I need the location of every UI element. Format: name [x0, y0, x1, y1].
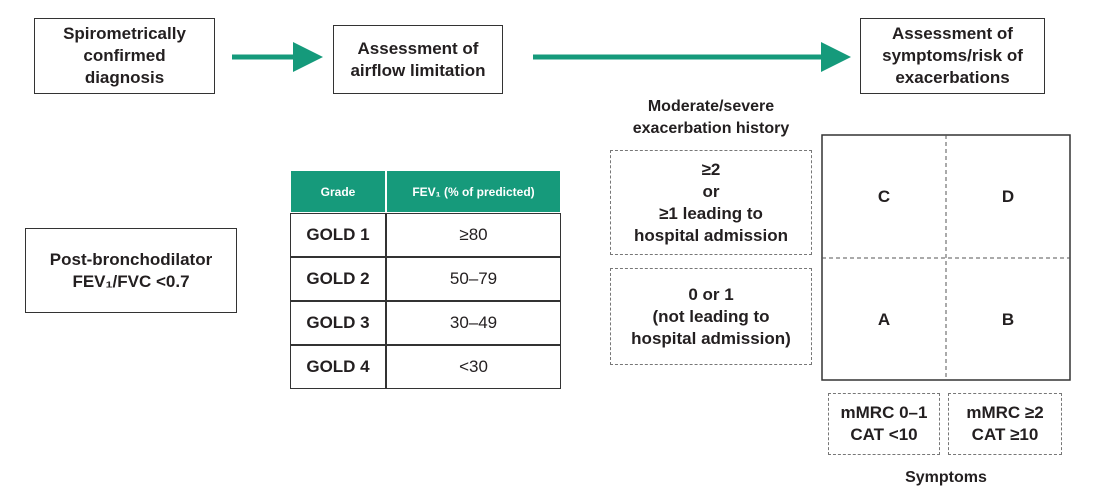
text-line: or: [702, 181, 720, 201]
grade-cell: GOLD 4: [290, 345, 386, 389]
fev-cell: 30–49: [386, 301, 561, 345]
text-line: FEV₁/FVC <0.7: [72, 271, 190, 291]
text-line: hospital admission: [634, 225, 788, 245]
fev-cell: ≥80: [386, 213, 561, 257]
text-line: hospital admission): [631, 328, 791, 348]
symptom-option: mMRC ≥2 CAT ≥10: [948, 393, 1062, 455]
text-line: diagnosis: [84, 68, 165, 87]
text-line: Assessment of: [892, 24, 1013, 43]
fev-cell: 50–79: [386, 257, 561, 301]
text-line: mMRC ≥2: [966, 403, 1044, 422]
exacerbation-option: 0 or 1 (not leading to hospital admission): [610, 268, 812, 365]
grade-cell: GOLD 3: [290, 301, 386, 345]
symptoms-title: Symptoms: [905, 469, 987, 486]
grade-cell: GOLD 2: [290, 257, 386, 301]
exacerbation-title: Moderate/severe exacerbation history: [600, 92, 822, 144]
criterion-box: Post-bronchodilator FEV₁/FVC <0.7: [25, 228, 237, 313]
group-cell: B: [1001, 309, 1015, 329]
symptom-option: mMRC 0–1 CAT <10: [828, 393, 940, 455]
text-line: mMRC 0–1: [840, 403, 928, 422]
step-box: Spirometrically confirmed diagnosis: [34, 18, 215, 94]
text-line: (not leading to: [652, 306, 770, 326]
step-box: Assessment of symptoms/risk of exacerbatio…: [860, 18, 1045, 94]
fev-cell: <30: [386, 345, 561, 389]
group-cell: C: [877, 186, 891, 206]
table-header: FEV₁ (% of predicted): [386, 170, 561, 213]
text-line: Assessment of: [357, 38, 479, 58]
text-line: exacerbations: [895, 68, 1010, 87]
step-box: Assessment of airflow limitation: [333, 25, 503, 94]
group-cell: D: [1001, 186, 1015, 206]
table-header: Grade: [290, 170, 386, 213]
text-line: airflow limitation: [350, 60, 486, 80]
text-line: 0 or 1: [688, 284, 734, 304]
text-line: ≥1 leading to: [659, 203, 763, 223]
group-cell: A: [877, 309, 891, 329]
text-line: Moderate/severe: [647, 98, 775, 115]
text-line: ≥2: [701, 159, 721, 179]
text-line: symptoms/risk of: [882, 46, 1023, 65]
grade-cell: GOLD 1: [290, 213, 386, 257]
text-line: CAT <10: [850, 425, 918, 444]
text-line: Spirometrically: [63, 24, 186, 43]
text-line: Post-bronchodilator: [49, 249, 213, 269]
text-line: exacerbation history: [632, 120, 790, 137]
text-line: confirmed: [83, 46, 166, 65]
exacerbation-option: ≥2 or ≥1 leading to hospital admission: [610, 150, 812, 255]
text-line: CAT ≥10: [971, 425, 1039, 444]
